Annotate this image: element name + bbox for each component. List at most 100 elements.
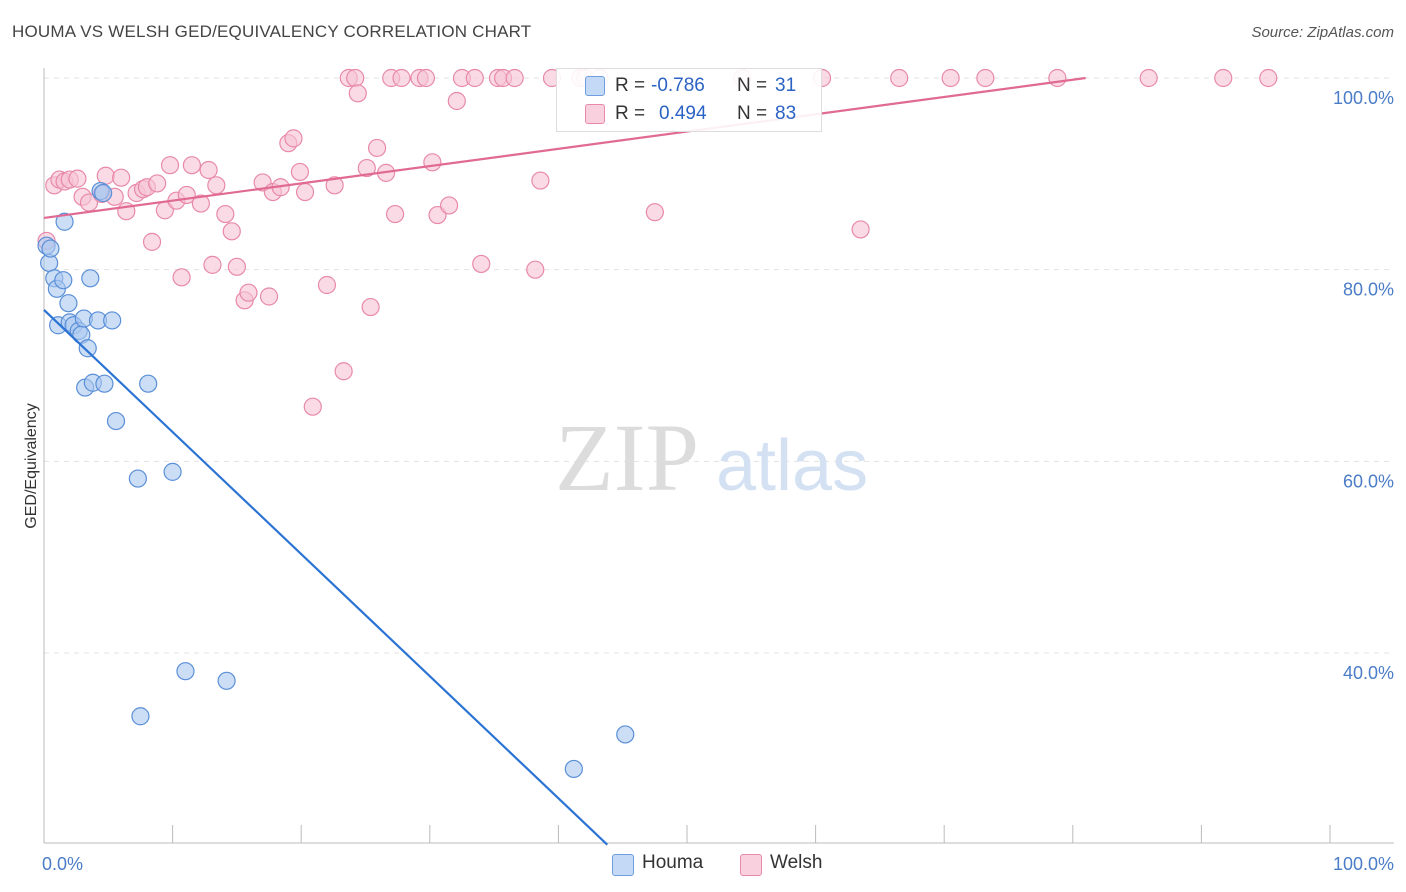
welsh-trend-line — [43, 76, 1086, 220]
welsh-point — [385, 204, 405, 224]
welsh-point — [227, 257, 246, 276]
welsh-point — [367, 138, 387, 158]
houma-point — [54, 271, 73, 290]
houma-point — [95, 374, 114, 393]
watermark-zip: ZIP — [555, 404, 699, 511]
welsh-point — [1139, 68, 1158, 88]
houma-point — [103, 311, 122, 330]
houma-legend-label: Houma — [642, 852, 704, 873]
trend-lines — [43, 76, 1086, 846]
welsh-point — [191, 194, 210, 213]
houma-point — [176, 662, 195, 681]
welsh-point — [1259, 68, 1278, 88]
welsh-point — [259, 287, 279, 306]
welsh-point — [325, 176, 344, 195]
y-tick-label-100: 100.0% — [1333, 88, 1394, 108]
welsh-point — [295, 182, 315, 202]
welsh-point — [96, 166, 115, 185]
welsh-point — [222, 222, 241, 241]
houma-point — [131, 707, 150, 726]
welsh-point — [392, 68, 411, 88]
houma-legend-swatch — [612, 854, 634, 876]
welsh-point — [423, 153, 442, 172]
welsh-point — [203, 255, 222, 274]
houma-point — [94, 183, 113, 203]
welsh-swatch — [585, 104, 605, 124]
stats-legend: R = -0.786 N = 31 R = 0.494 N = 83 — [556, 68, 822, 132]
welsh-point — [472, 254, 491, 274]
welsh-point — [334, 362, 353, 381]
welsh-point — [439, 196, 459, 215]
welsh-point — [148, 174, 167, 193]
houma-point — [55, 212, 74, 231]
welsh-point — [851, 220, 870, 239]
series-houma-points — [37, 181, 635, 779]
welsh-point — [447, 91, 466, 111]
houma-point — [616, 725, 635, 744]
welsh-n-label: N = — [737, 103, 768, 124]
watermark-atlas: atlas — [716, 426, 868, 506]
welsh-point — [216, 204, 235, 224]
welsh-legend-swatch — [740, 854, 762, 876]
y-axis-label: GED/Equivalency — [23, 403, 40, 528]
welsh-point — [303, 397, 322, 416]
welsh-point — [1048, 68, 1067, 88]
welsh-point — [645, 203, 664, 222]
x-tick-label-0: 0.0% — [42, 854, 83, 874]
y-tick-label-60: 60.0% — [1343, 471, 1394, 491]
watermark: ZIP atlas — [555, 404, 868, 511]
welsh-point — [142, 232, 162, 251]
houma-r-value: -0.786 — [651, 75, 705, 96]
y-tick-label-80: 80.0% — [1343, 280, 1394, 300]
y-tick-label-40: 40.0% — [1343, 663, 1394, 683]
houma-r-label: R = — [615, 75, 646, 96]
welsh-r-label: R = — [615, 103, 646, 124]
welsh-point — [941, 68, 960, 88]
welsh-point — [346, 68, 365, 88]
welsh-point — [160, 156, 180, 175]
welsh-point — [290, 162, 310, 182]
houma-point — [564, 759, 583, 779]
houma-n-label: N = — [737, 75, 768, 96]
welsh-point — [976, 68, 995, 88]
welsh-point — [199, 160, 218, 180]
chart-title: HOUMA VS WELSH GED/EQUIVALENCY CORRELATI… — [12, 22, 532, 41]
welsh-point — [239, 283, 258, 302]
welsh-point — [531, 171, 550, 190]
houma-point — [163, 462, 182, 481]
welsh-point — [317, 275, 337, 295]
source-credit: Source: ZipAtlas.com — [1251, 24, 1394, 41]
grid-lines — [44, 77, 1394, 654]
welsh-point — [526, 260, 545, 279]
welsh-point — [361, 297, 380, 317]
houma-point — [217, 671, 236, 690]
welsh-point — [182, 156, 201, 175]
houma-point — [128, 469, 147, 488]
welsh-point — [112, 168, 131, 187]
welsh-point — [172, 268, 191, 287]
welsh-point — [357, 158, 376, 178]
houma-point — [78, 339, 97, 358]
houma-n-value: 31 — [775, 75, 797, 96]
tick-labels: 40.0% 60.0% 80.0% 100.0% 0.0% 100.0% — [42, 88, 1394, 874]
welsh-legend-label: Welsh — [770, 852, 823, 873]
welsh-r-value: 0.494 — [659, 103, 707, 124]
welsh-point — [348, 84, 367, 103]
welsh-n-value: 83 — [775, 103, 797, 124]
houma-point — [139, 374, 158, 393]
welsh-point — [890, 68, 909, 88]
welsh-point — [416, 68, 436, 88]
axes — [43, 68, 1394, 844]
welsh-point — [207, 176, 226, 195]
houma-point — [59, 294, 78, 313]
welsh-point — [505, 68, 524, 88]
welsh-point — [465, 68, 484, 88]
houma-swatch — [585, 76, 605, 96]
houma-trend-line — [43, 309, 609, 846]
welsh-point — [1214, 68, 1233, 88]
welsh-point — [68, 169, 87, 188]
houma-point — [41, 239, 60, 258]
houma-point — [106, 411, 126, 431]
welsh-point — [284, 129, 303, 148]
